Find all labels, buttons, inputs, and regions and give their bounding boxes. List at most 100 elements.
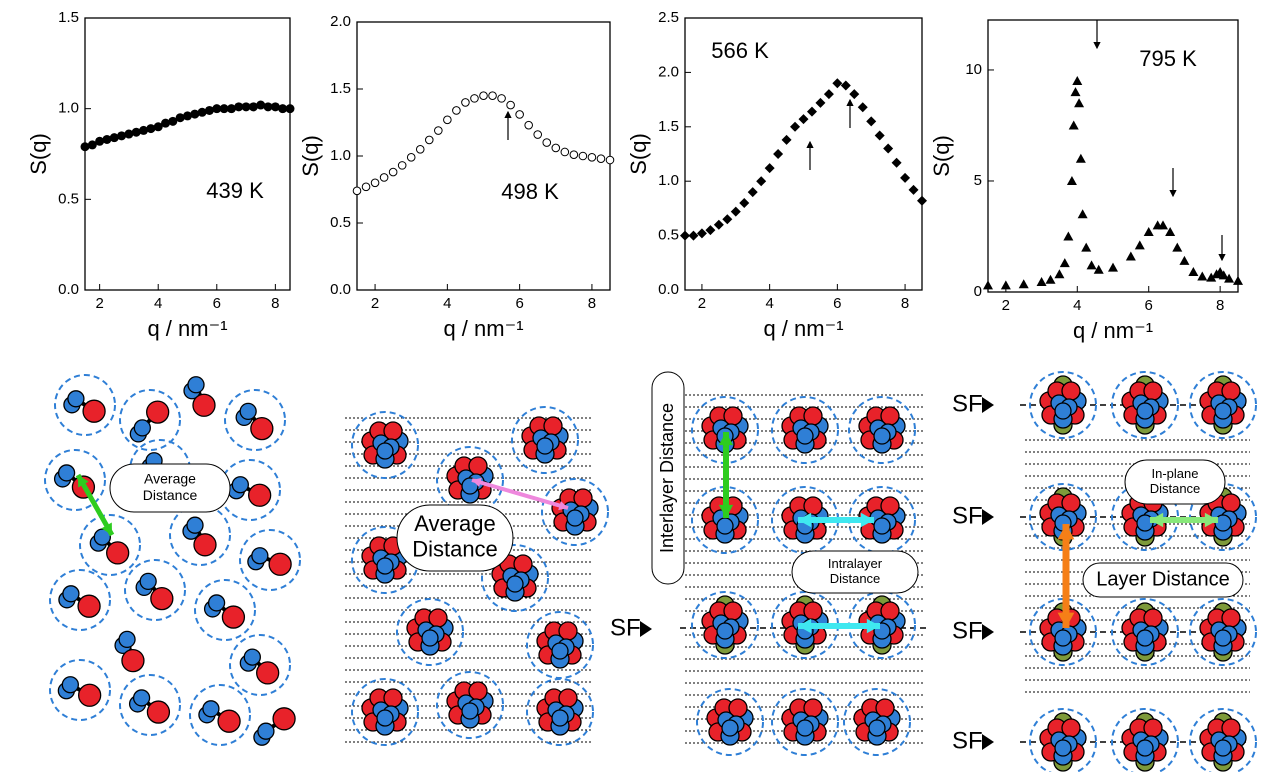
molecule-shell [124,559,186,621]
point [117,131,127,141]
point [1086,260,1097,270]
arrow-head [1057,612,1075,628]
molecule [781,406,829,454]
sf-label: SF [610,614,641,641]
molecule [203,594,246,629]
point [1134,240,1145,250]
point [1172,242,1183,252]
point [263,102,273,112]
point [756,176,767,187]
molecule-shell [229,634,291,696]
y-tick-label: 1.0 [58,100,79,117]
point [479,91,488,100]
x-tick-label: 4 [443,295,451,312]
molecule-shell [1189,708,1257,772]
point [131,127,141,137]
point [605,155,615,165]
sf-pointer [982,397,994,413]
arrow-head [1150,512,1164,528]
point [891,157,902,168]
label-bubble [1124,459,1226,505]
point [175,113,185,123]
atom [873,517,891,535]
label-text: Interlayer Distance [657,403,677,553]
y-axis-label: S(q) [929,135,954,177]
atom [62,585,80,603]
y-tick-label: 0.0 [58,281,79,298]
y-tick-label: 0.5 [658,227,679,244]
atom [139,572,157,591]
x-axis-label: q / nm⁻¹ [1073,318,1153,343]
annotation: 795 K [1139,46,1197,71]
y-tick-label: 1.5 [330,80,351,97]
y-tick-label: 2.0 [330,13,351,30]
x-axis-label: q / nm⁻¹ [443,316,523,341]
arrow-head [798,618,812,634]
y-axis-label: S(q) [298,135,323,177]
y-tick-label: 1.5 [58,9,79,26]
atom [1054,739,1072,757]
point [705,225,716,236]
x-tick-label: 4 [154,295,162,312]
atom [250,416,274,441]
molecule-shell [194,579,256,641]
point [823,89,834,100]
x-tick-label: 2 [371,295,379,312]
point [1188,267,1199,277]
point [798,114,809,125]
distance-arrow [798,618,880,634]
molecule [128,689,171,724]
atom [257,722,275,740]
atom [106,541,130,565]
point [197,107,207,117]
point [424,135,434,145]
molecule [57,676,102,707]
point [470,94,479,103]
molecule [536,621,584,669]
atom [93,528,111,546]
atom [256,661,280,685]
atom [1214,739,1232,757]
atom [376,442,394,460]
atom [461,702,479,720]
molecule [521,416,569,464]
label-text: In-plane [1152,466,1199,481]
atom [1054,629,1072,647]
y-axis-label: S(q) [626,133,651,175]
peak-arrows [504,20,1226,262]
molecule [89,528,130,565]
arrow-head [860,512,874,528]
molecule-shell [1029,371,1097,439]
atom [536,437,554,455]
molecule-shell [49,569,111,631]
series [680,78,927,241]
point [1143,227,1154,237]
atom [121,648,145,673]
molecule [253,707,296,746]
point [95,136,105,146]
y-tick-label: 0.5 [330,214,351,231]
point [883,143,894,154]
sf-label: SF [952,390,983,417]
annotation: 439 K [206,178,264,203]
point [1077,209,1088,219]
molecule [1121,712,1169,772]
point [1093,264,1104,274]
point [551,143,561,153]
sf-pointer [982,509,994,525]
label-bubble [791,550,919,594]
point [234,102,244,112]
molecule-shell [224,389,286,451]
x-tick-label: 6 [515,295,523,312]
molecule-shell [526,678,594,746]
y-tick-label: 0.5 [58,190,79,207]
point [542,138,552,147]
x-tick-label: 4 [1073,297,1081,314]
point [578,151,588,161]
x-tick-label: 8 [271,295,279,312]
point [1072,76,1083,86]
point [506,100,515,110]
series [80,100,295,152]
point [680,230,690,241]
atom [868,719,886,737]
